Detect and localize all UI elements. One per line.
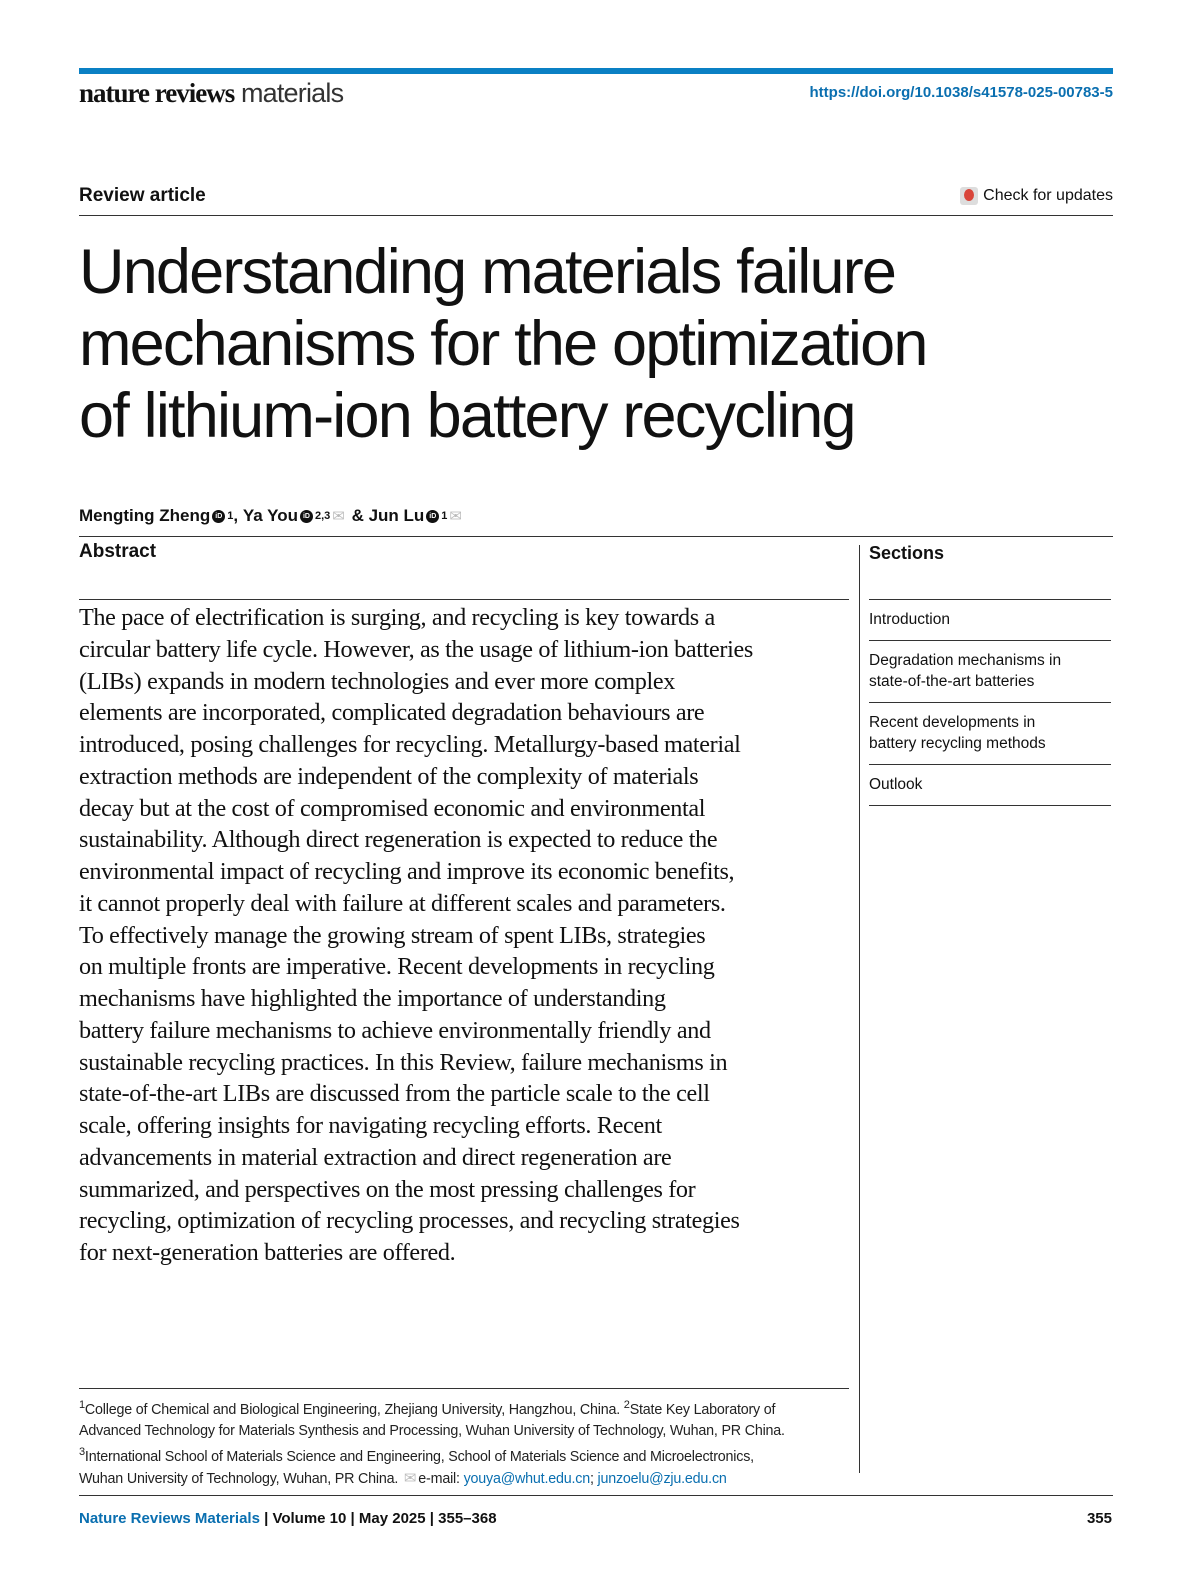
affiliation-sup: 1 <box>441 510 448 522</box>
abstract-line: decay but at the cost of compromised eco… <box>79 794 706 822</box>
separator: ; <box>589 1470 598 1487</box>
email-icon: ✉ <box>403 1469 417 1487</box>
abstract-line: mechanisms have highlighted the importan… <box>79 985 666 1012</box>
affiliation-sup: 2 <box>623 1399 630 1411</box>
affiliation-text: Wuhan University of Technology, Wuhan, P… <box>79 1470 402 1487</box>
sections-list: Introduction Degradation mechanisms in s… <box>869 599 1111 806</box>
abstract-heading: Abstract <box>79 541 157 562</box>
section-link-degradation[interactable]: Degradation mechanisms in state-of-the-a… <box>869 640 1111 702</box>
divider <box>79 1495 1113 1496</box>
column-divider <box>859 545 860 1473</box>
article-title: Understanding materials failure mechanis… <box>79 236 928 452</box>
check-updates-label: Check for updates <box>983 187 1113 204</box>
affiliations: 1College of Chemical and Biological Engi… <box>79 1395 785 1490</box>
divider <box>79 1388 849 1389</box>
title-line: mechanisms for the optimization <box>79 309 928 379</box>
abstract-line: environmental impact of recycling and im… <box>79 858 735 885</box>
separator: , <box>233 506 243 525</box>
divider <box>79 215 1113 216</box>
abstract-line: on multiple fronts are imperative. Recen… <box>79 953 715 981</box>
affiliation-text: Advanced Technology for Materials Synthe… <box>79 1422 785 1439</box>
email-label: e-mail: <box>418 1470 464 1487</box>
top-accent-bar <box>79 68 1113 74</box>
affiliation-text: International School of Materials Scienc… <box>84 1448 754 1465</box>
issue-details: | Volume 10 | May 2025 | 355–368 <box>259 1510 497 1527</box>
abstract-text: The pace of electrification is surging, … <box>79 602 753 1269</box>
title-line: Understanding materials failure <box>79 237 897 307</box>
author-name[interactable]: Ya You <box>242 506 298 525</box>
abstract-line: extraction methods are independent of th… <box>79 762 699 790</box>
abstract-line: sustainability. Although direct regenera… <box>79 826 718 854</box>
author-name[interactable]: Jun Lu <box>368 506 425 525</box>
abstract-line: advancements in material extraction and … <box>79 1143 672 1171</box>
section-link-introduction[interactable]: Introduction <box>869 599 1111 640</box>
abstract-line: sustainable recycling practices. In this… <box>79 1048 728 1076</box>
email-icon[interactable]: ✉ <box>332 508 345 525</box>
title-line: of lithium-ion battery recycling <box>79 381 857 451</box>
divider <box>79 536 1113 537</box>
author-list: Mengting Zheng iD 1, Ya You iD 2,3 ✉ & Jun Lu… <box>79 506 464 526</box>
section-link-recycling-methods[interactable]: Recent developments in battery recycling… <box>869 702 1111 764</box>
abstract-line: The pace of electrification is surging, … <box>79 604 715 631</box>
footer-citation: Nature Reviews Materials | Volume 10 | M… <box>79 1510 497 1527</box>
journal-link[interactable]: Nature Reviews Materials <box>79 1510 260 1527</box>
journal-logo: nature reviews materials <box>79 78 344 108</box>
divider <box>79 599 849 600</box>
abstract-line: summarized, and perspectives on the most… <box>79 1175 696 1203</box>
abstract-line: elements are incorporated, complicated d… <box>79 699 705 727</box>
email-link[interactable]: youya@whut.edu.cn <box>463 1470 591 1487</box>
orcid-icon[interactable]: iD <box>212 509 226 523</box>
abstract-line: introduced, posing challenges for recycl… <box>79 731 741 758</box>
email-link[interactable]: junzoelu@zju.edu.cn <box>597 1470 727 1487</box>
affiliation-text: State Key Laboratory of <box>629 1401 776 1418</box>
abstract-line: battery failure mechanisms to achieve en… <box>79 1016 711 1044</box>
affiliation-sup: 1 <box>79 1399 85 1411</box>
abstract-line: scale, offering insights for navigating … <box>79 1112 662 1139</box>
check-for-updates-icon <box>960 187 979 205</box>
abstract-line: (LIBs) expands in modern technologies an… <box>79 667 675 695</box>
orcid-icon[interactable]: iD <box>426 509 440 523</box>
abstract-line: state-of-the-art LIBs are discussed from… <box>79 1080 710 1108</box>
page-number: 355 <box>1086 1510 1112 1527</box>
affiliation-sup: 2,3 <box>314 510 331 522</box>
check-for-updates-button[interactable]: Check for updates <box>960 187 1113 205</box>
abstract-line: it cannot properly deal with failure at … <box>79 889 726 917</box>
abstract-line: for next-generation batteries are offere… <box>79 1239 456 1266</box>
article-type: Review article <box>79 185 206 206</box>
affiliation-sup: 1 <box>227 510 234 522</box>
abstract-line: circular battery life cycle. However, as… <box>79 635 753 663</box>
author-name[interactable]: Mengting Zheng <box>79 506 211 525</box>
sections-heading: Sections <box>869 543 945 563</box>
orcid-icon[interactable]: iD <box>299 509 313 523</box>
doi-link[interactable]: https://doi.org/10.1038/s41578-025-00783… <box>809 84 1114 101</box>
abstract-line: To effectively manage the growing stream… <box>79 921 706 949</box>
section-link-outlook[interactable]: Outlook <box>869 764 1111 806</box>
affiliation-text: College of Chemical and Biological Engin… <box>84 1401 624 1418</box>
separator: & <box>346 506 369 525</box>
abstract-line: recycling, optimization of recycling pro… <box>79 1207 740 1235</box>
affiliation-sup: 3 <box>79 1445 85 1458</box>
email-icon[interactable]: ✉ <box>449 508 462 525</box>
